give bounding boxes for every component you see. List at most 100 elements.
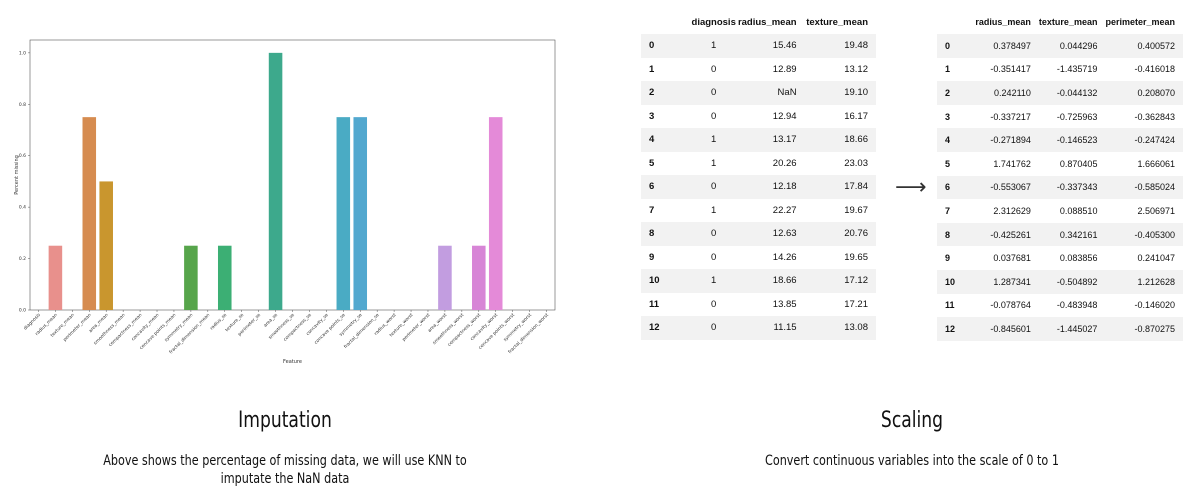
table-cell: 0	[691, 175, 737, 199]
table-row: 7 1 22.27 19.67	[641, 199, 876, 223]
row-index: 9	[649, 251, 655, 263]
table-cell: -1.435719	[1056, 64, 1098, 75]
table-row: 1 -0.351417 -1.435719 -0.416018	[937, 58, 1183, 82]
row-index: 7	[649, 204, 655, 216]
table-cell: -0.416018	[1134, 64, 1175, 75]
x-tick-label: symmetry_worst	[502, 312, 533, 343]
table-cell: 19.10	[804, 81, 876, 105]
table-cell: 13.85	[772, 298, 797, 310]
table-cell: 18.66	[804, 128, 876, 152]
table-cell: 20.76	[804, 222, 876, 246]
row-index: 8	[641, 222, 691, 246]
row-index: 3	[649, 110, 655, 122]
raw-data-table: diagnosis radius_mean texture_mean 0 1 15.46…	[641, 10, 876, 340]
table-cell: 12.89	[772, 63, 797, 75]
column-header: radius_mean	[975, 17, 1031, 27]
bar-concave-points_se	[336, 117, 351, 311]
row-index: 4	[937, 128, 976, 152]
table-cell: -0.146523	[1038, 128, 1106, 152]
row-index: 7	[945, 205, 951, 216]
table-row: 8 0 12.63 20.76	[641, 222, 876, 246]
table-cell: 12.94	[772, 110, 797, 122]
y-tick-label: 0.4	[19, 205, 26, 211]
table-cell: -0.504892	[1038, 269, 1106, 294]
y-tick-label: 0.2	[19, 256, 26, 262]
table-cell: 0.342161	[1038, 222, 1106, 247]
bar-symmetry_mean	[184, 245, 198, 310]
column-header: perimeter_mean	[1105, 17, 1175, 27]
bar-compactness_worst	[472, 245, 486, 310]
table-cell: 2.506971	[1137, 205, 1175, 216]
row-index: 5	[649, 157, 655, 169]
table-cell: -0.585024	[1105, 175, 1183, 200]
row-index: 2	[641, 81, 691, 105]
table-cell: 0	[711, 251, 717, 263]
table-header-row: diagnosis radius_mean texture_mean	[641, 10, 876, 34]
table-row: 11 -0.078764 -0.483948 -0.146020	[937, 294, 1183, 318]
missing-data-chart-svg: 0.00.20.40.60.81.0diagnosisradius_meante…	[14, 39, 556, 365]
table-row: 12 0 11.15 13.08	[641, 316, 876, 340]
x-tick-label: concave points_se	[313, 312, 347, 346]
row-index: 0	[937, 34, 976, 58]
table-row: 2 0.242110 -0.044132 0.208070	[937, 81, 1183, 105]
x-tick-label: compactness_worst	[447, 312, 483, 348]
row-index: 2	[937, 81, 976, 105]
x-tick-label: symmetry_mean	[163, 312, 194, 343]
table-cell: 0.870405	[1059, 158, 1098, 169]
table-cell: -0.044132	[1038, 81, 1106, 105]
table-cell: 1	[691, 269, 737, 293]
table-cell: 1.287341	[975, 269, 1039, 294]
table-row: 6 -0.553067 -0.337343 -0.585024	[937, 175, 1183, 200]
bar-radius_mean	[48, 245, 63, 310]
bar-perimeter_mean	[82, 117, 97, 311]
x-tick-label: concavity_mean	[130, 312, 160, 342]
table-row: 10 1.287341 -0.504892 1.212628	[937, 269, 1183, 294]
x-tick-label: compactness_se	[282, 312, 313, 343]
table-cell: 17.21	[844, 298, 868, 310]
table-cell: 13.17	[736, 128, 805, 152]
table-cell: 17.12	[804, 269, 876, 293]
scaling-title: Scaling	[880, 408, 944, 433]
bar-symmetry_se	[353, 117, 368, 311]
y-tick-label: 0.0	[19, 308, 26, 314]
table-cell: 19.48	[804, 34, 876, 58]
table-cell: 1	[691, 128, 737, 152]
y-tick-label: 1.0	[19, 50, 26, 56]
table-cell: -0.425261	[975, 222, 1039, 247]
table-row: 0 0.378497 0.044296 0.400572	[937, 34, 1183, 58]
table-cell: 23.03	[844, 157, 868, 169]
table-cell: 15.46	[736, 34, 805, 58]
table-cell: 0.241047	[1137, 253, 1175, 264]
row-index: 10	[641, 269, 691, 293]
table-cell: 0.378497	[975, 34, 1039, 58]
table-cell: -0.337343	[1038, 175, 1106, 200]
table-cell: 0.037681	[993, 253, 1031, 264]
table-header-row: radius_mean texture_mean perimeter_mean	[937, 10, 1183, 34]
table-cell: -0.483948	[1056, 300, 1098, 311]
table-cell: 17.84	[804, 175, 876, 199]
bar-area_se	[268, 52, 283, 310]
bar-area_worst	[438, 245, 452, 310]
table-row: 3 0 12.94 16.17	[641, 105, 876, 129]
table-cell: 0	[691, 81, 737, 105]
column-header: texture_mean	[1038, 17, 1098, 27]
table-cell: 12.63	[736, 222, 805, 246]
table-cell: -0.362843	[1134, 111, 1175, 122]
table-cell: -0.405300	[1105, 222, 1183, 247]
table-row: 12 -0.845601 -1.445027 -0.870275	[937, 317, 1183, 341]
bar-area_mean	[99, 181, 113, 310]
table-cell: 20.26	[772, 157, 797, 169]
table-cell: -0.337217	[990, 111, 1031, 122]
row-index: 1	[649, 63, 655, 75]
table-cell: -0.247424	[1105, 128, 1183, 152]
arrow-right-icon: ⟶	[895, 175, 927, 200]
row-index: 10	[937, 269, 976, 294]
x-axis-label: Feature	[283, 359, 302, 365]
table-row: 1 0 12.89 13.12	[641, 58, 876, 82]
index-header	[641, 10, 691, 34]
missing-data-chart: 0.0 0.2 0.4 0.6 0.8 1.0 diagnosis radius_mean te…	[0, 30, 570, 380]
column-header: radius_mean	[737, 16, 797, 28]
row-index: 6	[641, 175, 691, 199]
table-cell: -0.553067	[975, 175, 1039, 200]
